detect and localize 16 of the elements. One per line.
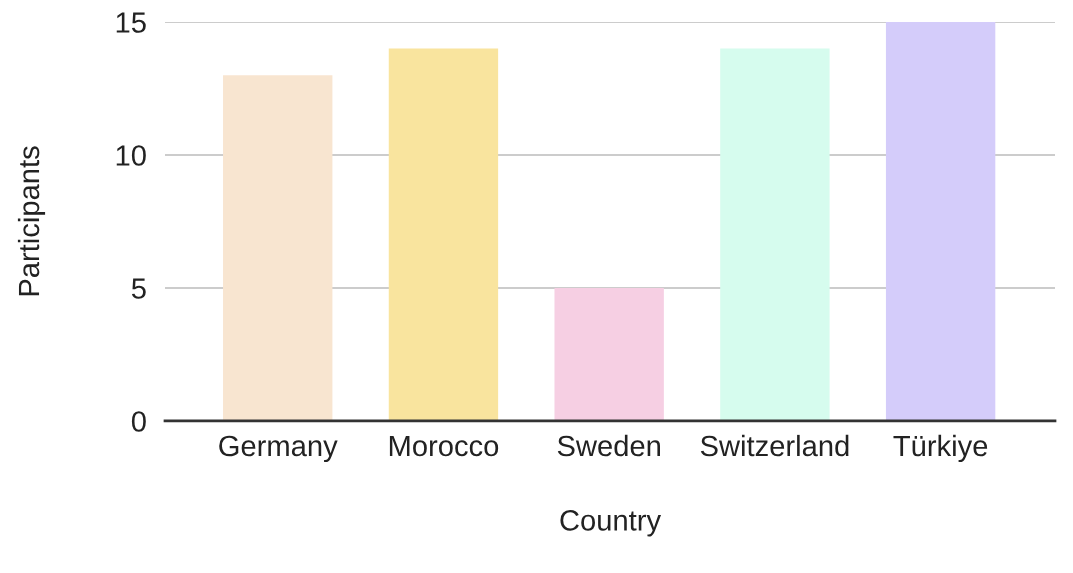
x-tick-label: Türkiye bbox=[893, 434, 988, 463]
x-tick-label: Morocco bbox=[389, 435, 499, 457]
y-axis-title: Participants bbox=[17, 146, 46, 296]
bar bbox=[223, 75, 333, 421]
y-tick-label: 10 bbox=[116, 145, 146, 166]
y-tick-label: 0 bbox=[131, 411, 146, 432]
x-tick-label: Sweden bbox=[557, 434, 660, 457]
bar bbox=[554, 287, 664, 421]
bar bbox=[388, 48, 499, 421]
y-tick-label: 5 bbox=[131, 278, 146, 299]
x-tick-label: Switzerland bbox=[700, 434, 849, 457]
bar bbox=[885, 22, 996, 421]
bar bbox=[720, 48, 830, 421]
y-tick-label: 15 bbox=[116, 12, 146, 33]
x-axis-title: Country bbox=[560, 510, 662, 537]
x-tick-label: Germany bbox=[219, 435, 338, 463]
